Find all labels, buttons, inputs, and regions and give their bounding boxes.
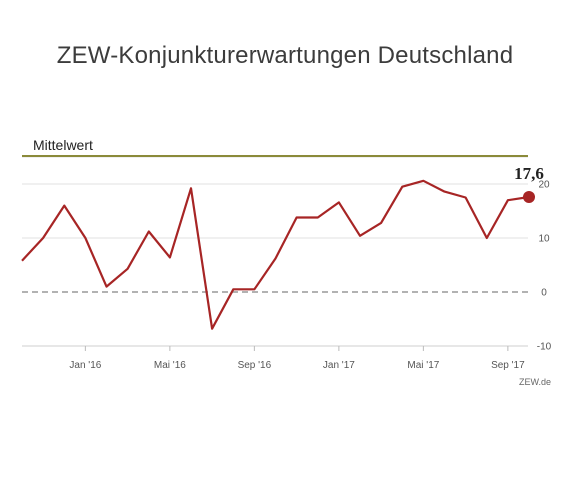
x-tick-label: Mai '16 [154, 360, 186, 371]
x-tick-label: Sep '17 [491, 360, 525, 371]
y-tick-label: 10 [538, 234, 550, 245]
grid-lines [22, 156, 528, 347]
x-tick-label: Mai '17 [407, 360, 439, 371]
x-tick-label: Sep '16 [238, 360, 272, 371]
annotation-group: 17,6 [514, 164, 544, 183]
mean-line-group: Mittelwert [22, 137, 528, 157]
y-tick-label: 0 [541, 288, 547, 299]
latest-value-label: 17,6 [514, 164, 544, 183]
y-tick-label: 20 [538, 180, 550, 191]
end-point-marker [523, 190, 535, 203]
mean-line-label: Mittelwert [33, 137, 93, 153]
x-tick-label: Jan '17 [323, 360, 355, 371]
y-tick-labels: 20 10 0 -10 [537, 180, 552, 353]
series-line [21, 179, 530, 330]
chart-title: ZEW-Konjunkturerwartungen Deutschland [56, 42, 514, 69]
x-tick-label: Jan '16 [69, 360, 101, 371]
source-label: ZEW.de [519, 377, 551, 387]
series-group [21, 179, 535, 330]
x-tick-labels: Jan '16 Mai '16 Sep '16 Jan '17 Mai '17 Sep '… [69, 346, 525, 371]
y-tick-label: -10 [537, 342, 552, 353]
